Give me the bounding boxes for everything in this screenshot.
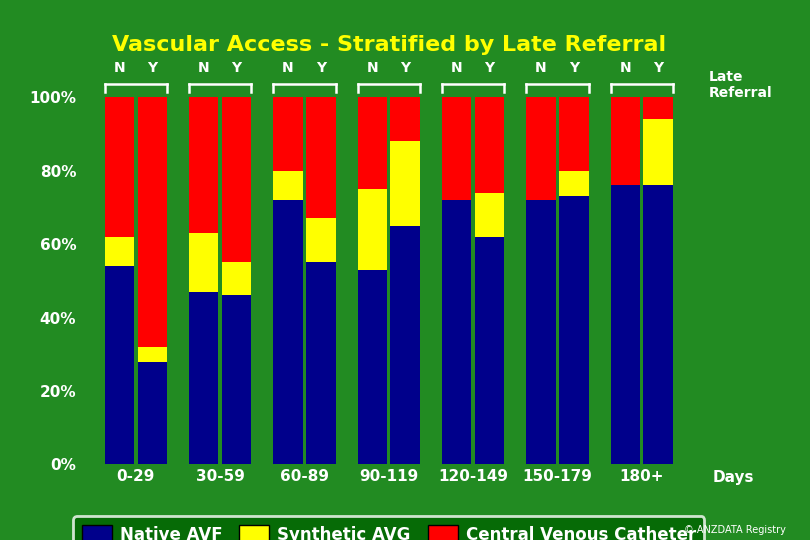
Text: Vascular Access - Stratified by Late Referral: Vascular Access - Stratified by Late Ref…: [112, 35, 666, 55]
Bar: [104, 237, 134, 266]
Bar: [138, 347, 167, 362]
Text: Y: Y: [147, 61, 157, 75]
Text: Y: Y: [400, 61, 411, 75]
Bar: [559, 171, 589, 197]
Bar: [306, 262, 335, 464]
Bar: [357, 97, 387, 189]
Bar: [357, 270, 387, 464]
Bar: [189, 97, 219, 233]
Text: Y: Y: [316, 61, 326, 75]
Legend: Native AVF, Synthetic AVG, Central Venous Catheter: Native AVF, Synthetic AVG, Central Venou…: [73, 516, 705, 540]
Bar: [222, 295, 251, 464]
Text: Y: Y: [484, 61, 495, 75]
Bar: [611, 97, 640, 185]
Bar: [273, 171, 303, 200]
Bar: [138, 97, 167, 347]
Text: N: N: [367, 61, 378, 75]
Text: Y: Y: [569, 61, 579, 75]
Bar: [643, 119, 673, 185]
Bar: [222, 97, 251, 262]
Bar: [442, 97, 471, 200]
Text: N: N: [282, 61, 294, 75]
Bar: [104, 266, 134, 464]
Bar: [189, 292, 219, 464]
Bar: [475, 237, 505, 464]
Bar: [273, 200, 303, 464]
Bar: [559, 197, 589, 464]
Bar: [306, 97, 335, 218]
Text: Y: Y: [653, 61, 663, 75]
Text: N: N: [113, 61, 126, 75]
Bar: [611, 185, 640, 464]
Bar: [643, 185, 673, 464]
Bar: [475, 97, 505, 193]
Text: N: N: [535, 61, 547, 75]
Bar: [357, 189, 387, 270]
Bar: [526, 200, 556, 464]
Bar: [559, 97, 589, 171]
Text: N: N: [198, 61, 210, 75]
Bar: [104, 97, 134, 237]
Bar: [138, 362, 167, 464]
Bar: [643, 97, 673, 119]
Bar: [390, 141, 420, 226]
Bar: [526, 97, 556, 200]
Text: Y: Y: [232, 61, 241, 75]
Bar: [306, 218, 335, 262]
Text: N: N: [451, 61, 463, 75]
Text: Late
Referral: Late Referral: [709, 70, 773, 100]
Bar: [222, 262, 251, 295]
Bar: [442, 200, 471, 464]
Bar: [273, 97, 303, 171]
Bar: [475, 193, 505, 237]
Bar: [189, 233, 219, 292]
Text: N: N: [620, 61, 631, 75]
Text: © ANZDATA Registry: © ANZDATA Registry: [684, 524, 786, 535]
Bar: [390, 97, 420, 141]
Bar: [390, 226, 420, 464]
Text: Days: Days: [713, 470, 754, 485]
